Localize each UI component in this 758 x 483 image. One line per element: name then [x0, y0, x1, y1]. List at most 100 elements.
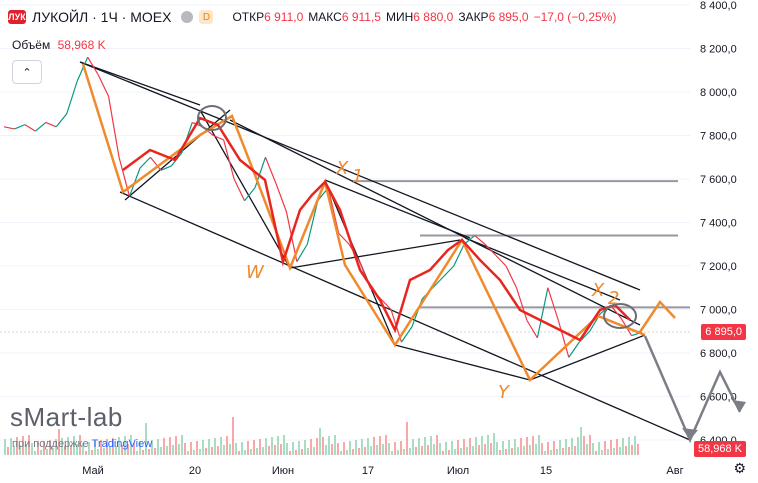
- volume-bar: [226, 436, 228, 455]
- volume-bar: [217, 446, 219, 455]
- volume-bar: [7, 447, 9, 455]
- volume-bar: [376, 445, 378, 455]
- volume-bar: [202, 440, 204, 455]
- ohlc-key: ЗАКР: [458, 10, 489, 24]
- volume-bar: [313, 447, 315, 455]
- volume-bar: [130, 435, 132, 455]
- volume-bar: [241, 442, 243, 455]
- volume-bar: [346, 450, 348, 455]
- volume-bar: [496, 442, 498, 455]
- volume-bar: [406, 422, 408, 455]
- volume-bar: [508, 440, 510, 455]
- price-segment: [55, 113, 68, 128]
- volume-bar: [184, 443, 186, 455]
- price-segment: [380, 298, 392, 310]
- volume-bar: [388, 443, 390, 455]
- x-tick-label: Авг: [666, 465, 683, 477]
- volume-bar: [547, 442, 549, 455]
- volume-bar: [544, 451, 546, 455]
- price-segment: [547, 287, 559, 321]
- volume-bar: [112, 438, 114, 455]
- volume-bar: [457, 440, 459, 455]
- volume-bar: [4, 439, 6, 455]
- price-segment: [453, 243, 465, 267]
- collapse-legend-button[interactable]: ⌃: [12, 60, 42, 84]
- volume-bar: [361, 439, 363, 455]
- volume-bar: [280, 444, 282, 455]
- volume-bar: [106, 439, 108, 455]
- y-tick-label: 7 800,0: [700, 131, 737, 143]
- volume-bar: [148, 449, 150, 455]
- price-axis[interactable]: 8 400,0 8 200,0 8 000,0 7 800,0 7 600,0 7 400…: [700, 0, 737, 447]
- volume-bar: [523, 446, 525, 455]
- volume-bar: [487, 435, 489, 455]
- volume-bar: [622, 438, 624, 455]
- volume-bar: [379, 436, 381, 455]
- volume-bar: [337, 443, 339, 455]
- volume-bar: [532, 436, 534, 455]
- symbol-title[interactable]: ЛУКОЙЛ · 1Ч · MOEX: [32, 9, 172, 25]
- volume-bar: [526, 437, 528, 455]
- y-tick-label: 7 600,0: [700, 174, 737, 186]
- volume-bar: [568, 447, 570, 455]
- highlight-circle: [603, 303, 637, 329]
- x-tick-label: Июн: [272, 465, 294, 477]
- volume-bar: [118, 437, 120, 455]
- volume-bar: [64, 446, 66, 455]
- volume-bar: [493, 433, 495, 455]
- volume-bar: [205, 448, 207, 455]
- price-segment: [66, 80, 78, 114]
- volume-bar: [19, 445, 21, 455]
- volume-bar: [484, 444, 486, 455]
- volume-bar: [550, 450, 552, 455]
- volume-bar: [322, 437, 324, 455]
- volume-bar: [535, 444, 537, 455]
- x-tick-label: 17: [362, 465, 374, 477]
- volume-bar: [514, 439, 516, 455]
- x-tick-label: 20: [189, 465, 201, 477]
- volume-bar: [34, 451, 36, 455]
- wave-label: W: [246, 262, 265, 283]
- volume-bar: [91, 450, 93, 455]
- volume-bar: [100, 440, 102, 455]
- volume-bar: [175, 436, 177, 455]
- volume-bar: [139, 442, 141, 455]
- wave-label: X: [335, 158, 349, 179]
- volume-label: Объём: [12, 38, 51, 52]
- ohlc-value: 6 911,5: [341, 10, 381, 24]
- ohlc-value: 6 911,0: [264, 10, 304, 24]
- volume-bar: [370, 446, 372, 455]
- volume-bar: [40, 450, 42, 455]
- wave-label: X: [591, 280, 605, 301]
- volume-bar: [151, 440, 153, 455]
- volume-bar: [283, 435, 285, 455]
- volume-bar: [46, 449, 48, 455]
- volume-bar: [262, 447, 264, 455]
- volume-bar: [166, 446, 168, 455]
- volume-bar: [610, 440, 612, 455]
- time-axis[interactable]: Май 20 Июн 17 Июл 15 Авг: [82, 465, 683, 477]
- price-segment: [223, 139, 235, 180]
- volume-bar: [49, 440, 51, 455]
- wave-label: 2: [608, 288, 619, 309]
- volume-bar: [469, 438, 471, 455]
- red-wave: [122, 116, 631, 342]
- ohlc-key: МАКС: [308, 10, 342, 24]
- trend-lines: [79, 61, 691, 441]
- volume-bar: [349, 441, 351, 455]
- delayed-badge[interactable]: D: [199, 10, 214, 24]
- gear-icon[interactable]: ⚙: [733, 460, 746, 476]
- volume-bar: [79, 435, 81, 455]
- volume-bar: [400, 441, 402, 455]
- price-segment: [87, 56, 99, 75]
- volume-value: 58,968 K: [57, 38, 106, 52]
- volume-bar: [472, 446, 474, 455]
- price-segment: [149, 156, 162, 171]
- volume-bar: [565, 439, 567, 455]
- price-segment: [306, 200, 319, 245]
- volume-bar: [109, 447, 111, 455]
- volume-bar: [598, 442, 600, 455]
- volume-bar: [55, 439, 57, 455]
- price-segment: [107, 96, 120, 158]
